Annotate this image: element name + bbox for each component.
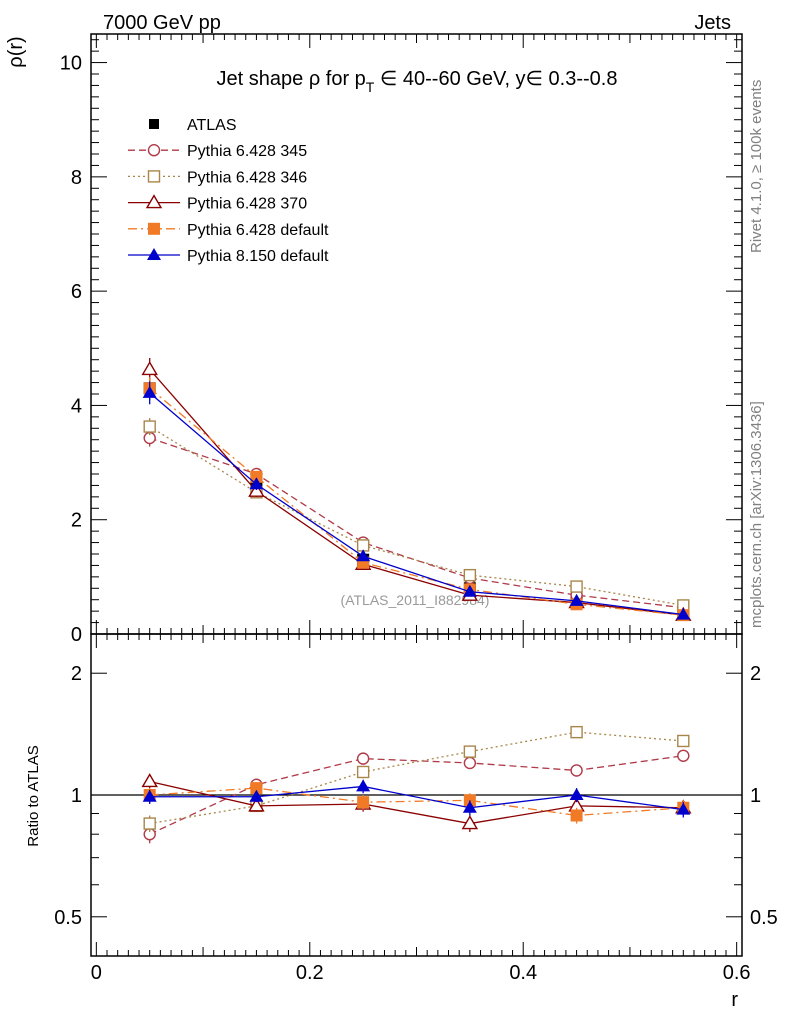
top-y-tick-label: 2 bbox=[71, 510, 82, 532]
legend-label: Pythia 8.150 default bbox=[187, 248, 329, 265]
ratio-point-1-4 bbox=[570, 764, 583, 777]
x-axis-label: r bbox=[731, 989, 738, 1011]
legend-marker bbox=[145, 194, 163, 209]
top-line-5 bbox=[149, 392, 684, 616]
ratio-point-5-5 bbox=[676, 802, 691, 815]
top-y-axis-label: ρ(r) bbox=[5, 36, 27, 67]
top-y-tick-label: 8 bbox=[71, 167, 82, 189]
legend-marker bbox=[148, 222, 160, 235]
top-line-3 bbox=[149, 369, 684, 616]
legend-label: Pythia 6.428 default bbox=[187, 222, 329, 239]
ratio-line-4 bbox=[149, 787, 684, 817]
ratio-line-1 bbox=[149, 755, 684, 835]
top-line-4 bbox=[149, 387, 684, 616]
ratio-point-5-4 bbox=[569, 788, 584, 800]
top-line-1 bbox=[149, 437, 684, 609]
top-y-tick-label: 10 bbox=[60, 53, 82, 75]
ratio-y-tick-label-right: 1 bbox=[750, 785, 761, 807]
ratio-y-tick-label-right: 2 bbox=[750, 663, 761, 685]
header-right: Jets bbox=[694, 12, 731, 34]
legend-marker bbox=[149, 119, 159, 129]
x-tick-label: 0.2 bbox=[296, 962, 324, 984]
top-point-2-4 bbox=[570, 580, 583, 593]
ratio-axis-ticks: 0 0.2 0.4 0.6 0.5 0.5 1 1 2 2 bbox=[54, 634, 778, 984]
chart-title: Jet shape ρ for pT ∈ 40--60 GeV, y∈ 0.3-… bbox=[217, 68, 618, 95]
ratio-point-3-1 bbox=[248, 797, 265, 812]
x-tick-label: 0 bbox=[91, 962, 102, 984]
legend-marker bbox=[147, 170, 161, 183]
header-left: 7000 GeV pp bbox=[103, 12, 221, 34]
x-tick-label: 0.6 bbox=[723, 962, 751, 984]
legend: ATLAS Pythia 6.428 345 Pythia 6.428 346 Pyt… bbox=[128, 117, 329, 265]
ratio-y-tick-label-right: 0.5 bbox=[750, 907, 778, 929]
ratio-panel-frame bbox=[90, 633, 743, 957]
top-point-2-2 bbox=[356, 539, 370, 552]
ratio-line-5 bbox=[149, 785, 684, 811]
legend-entry-0: ATLAS bbox=[149, 117, 237, 134]
top-series-4 bbox=[143, 376, 690, 622]
top-series-group bbox=[141, 358, 692, 622]
top-point-5-3 bbox=[462, 584, 477, 597]
ratio-point-5-2 bbox=[356, 779, 371, 792]
top-y-tick-label: 4 bbox=[71, 395, 82, 417]
legend-label: Pythia 6.428 370 bbox=[187, 196, 307, 213]
ratio-point-5-1 bbox=[249, 789, 264, 802]
ratio-point-4-1 bbox=[250, 782, 263, 795]
top-point-5-4 bbox=[569, 593, 584, 606]
ratio-series-group bbox=[141, 725, 692, 844]
top-point-3-0 bbox=[141, 361, 158, 376]
top-series-5 bbox=[142, 381, 691, 620]
analysis-watermark: (ATLAS_2011_I882984) bbox=[341, 592, 490, 608]
side-label-rivet: Rivet 4.1.0, ≥ 100k events bbox=[748, 80, 765, 253]
top-point-4-1 bbox=[250, 470, 263, 483]
side-label-mcplots: mcplots.cern.ch [arXiv:1306.3436] bbox=[748, 401, 765, 628]
top-point-5-0 bbox=[142, 385, 157, 398]
ratio-point-2-2 bbox=[356, 765, 370, 779]
legend-entry-3: Pythia 6.428 370 bbox=[128, 194, 307, 213]
ratio-point-2-5 bbox=[677, 734, 690, 748]
top-point-5-5 bbox=[676, 607, 691, 620]
top-point-3-1 bbox=[248, 482, 265, 497]
top-y-tick-label: 6 bbox=[71, 281, 82, 303]
ratio-point-2-4 bbox=[570, 725, 583, 739]
legend-entry-4: Pythia 6.428 default bbox=[128, 222, 329, 239]
legend-entry-1: Pythia 6.428 345 bbox=[128, 143, 307, 160]
top-axis-ticks: 0 2 4 6 8 10 bbox=[60, 34, 742, 646]
ratio-point-1-3 bbox=[463, 756, 477, 770]
legend-entry-5: Pythia 8.150 default bbox=[128, 248, 329, 265]
legend-marker bbox=[147, 143, 161, 157]
legend-marker bbox=[147, 248, 161, 260]
ratio-series-5 bbox=[142, 779, 691, 818]
legend-label: Pythia 6.428 345 bbox=[187, 143, 307, 160]
ratio-line-2 bbox=[149, 731, 684, 825]
top-point-5-1 bbox=[249, 477, 264, 490]
ratio-y-tick-label-left: 1 bbox=[71, 785, 82, 807]
ratio-y-tick-label-left: 2 bbox=[71, 663, 82, 685]
ratio-point-3-3 bbox=[461, 815, 479, 830]
ratio-point-5-0 bbox=[142, 789, 157, 802]
legend-label: Pythia 6.428 346 bbox=[187, 169, 307, 186]
legend-label: ATLAS bbox=[187, 117, 237, 134]
ratio-point-2-3 bbox=[463, 745, 477, 758]
ratio-line-3 bbox=[149, 780, 684, 825]
ratio-y-tick-label-left: 0.5 bbox=[54, 907, 82, 929]
ratio-point-1-2 bbox=[356, 752, 370, 765]
legend-entry-2: Pythia 6.428 346 bbox=[128, 169, 307, 186]
top-point-2-0 bbox=[143, 420, 156, 433]
ratio-point-1-5 bbox=[677, 749, 690, 762]
ratio-point-4-4 bbox=[570, 809, 583, 822]
top-y-tick-label: 0 bbox=[71, 624, 82, 646]
top-point-5-2 bbox=[356, 549, 371, 562]
ratio-point-5-3 bbox=[462, 800, 477, 813]
ratio-point-3-0 bbox=[141, 773, 158, 788]
ratio-point-4-2 bbox=[357, 796, 370, 809]
ratio-y-axis-label: Ratio to ATLAS bbox=[25, 745, 42, 846]
ratio-point-2-0 bbox=[143, 817, 156, 830]
top-line-2 bbox=[149, 426, 684, 607]
top-point-2-3 bbox=[463, 568, 477, 582]
x-tick-label: 0.4 bbox=[509, 962, 537, 984]
